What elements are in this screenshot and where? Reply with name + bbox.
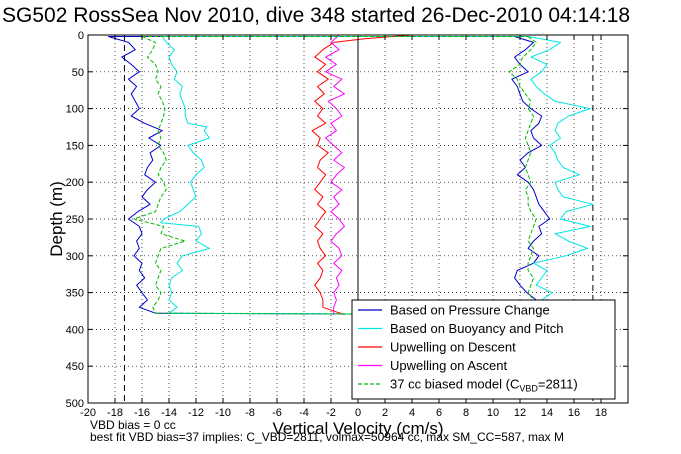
y-tick-label: 450 — [66, 361, 84, 373]
x-tick-label: 6 — [436, 407, 442, 419]
x-tick-label: 2 — [382, 407, 388, 419]
x-tick-label: 14 — [541, 407, 553, 419]
series-1-ascent-line — [528, 36, 594, 315]
x-tick-label: 18 — [595, 407, 607, 419]
y-tick-label: 350 — [66, 288, 84, 300]
footer-line-2: best fit VBD bias=37 implies: C_VBD=2811… — [90, 431, 564, 444]
x-tick-label: -12 — [188, 407, 204, 419]
y-tick-label: 150 — [66, 140, 84, 152]
chart-title: SG502 RossSea Nov 2010, dive 348 started… — [2, 4, 631, 27]
series-1-descent-line — [160, 36, 210, 314]
x-axis-label: Vertical Velocity (cm/s) — [273, 419, 444, 438]
legend-box — [351, 299, 616, 400]
x-tick-label: -8 — [245, 407, 255, 419]
y-tick-label: 100 — [66, 104, 84, 116]
x-tick-label: -6 — [272, 407, 282, 419]
x-tick-label: -18 — [107, 407, 123, 419]
x-tick-label: -10 — [215, 407, 231, 419]
x-tick-label: 4 — [409, 407, 415, 419]
series-0-descent-line — [108, 36, 163, 314]
y-tick-label: 300 — [66, 251, 84, 263]
x-tick-label: 0 — [355, 407, 361, 419]
legend-label: Based on Buoyancy and Pitch — [390, 321, 563, 336]
series-lines — [108, 34, 594, 316]
legend-label: Upwelling on Descent — [390, 340, 516, 355]
y-tick-label: 50 — [72, 67, 84, 79]
y-axis-label: Depth (m) — [47, 181, 66, 257]
y-tick-label: 200 — [66, 177, 84, 189]
y-tick-label: 0 — [78, 30, 84, 42]
x-tick-label: -2 — [326, 407, 336, 419]
legend-label: Based on Pressure Change — [390, 303, 550, 318]
y-tick-label: 500 — [66, 398, 84, 410]
x-tick-label: 10 — [487, 407, 499, 419]
series-2-line — [311, 34, 413, 316]
legend: Based on Pressure Change Based on Buoyanc… — [351, 299, 616, 400]
y-tick-label: 250 — [66, 214, 84, 226]
x-tick-label: 8 — [463, 407, 469, 419]
x-tick-label: -16 — [134, 407, 150, 419]
legend-label: 37 cc biased model (CVBD=2811) — [390, 377, 578, 394]
footer-line-1: VBD bias = 0 cc — [90, 418, 176, 432]
x-tick-label: 12 — [514, 407, 526, 419]
axis-ticks: -20 -18 -16 -14 -12 -10 -8 -6 -4 -2 0 2 4 6 8 10 12 14 16 1… — [66, 30, 628, 419]
series-0-ascent-line — [511, 36, 551, 315]
y-tick-label: 400 — [66, 324, 84, 336]
series-4-descent-line — [133, 36, 186, 314]
x-tick-label: -4 — [299, 407, 309, 419]
x-tick-label: -20 — [80, 407, 96, 419]
x-tick-label: 16 — [568, 407, 580, 419]
grid-lines — [88, 35, 628, 403]
legend-label: Upwelling on Ascent — [390, 358, 507, 373]
series-3-line — [325, 34, 345, 315]
x-tick-label: -14 — [161, 407, 177, 419]
